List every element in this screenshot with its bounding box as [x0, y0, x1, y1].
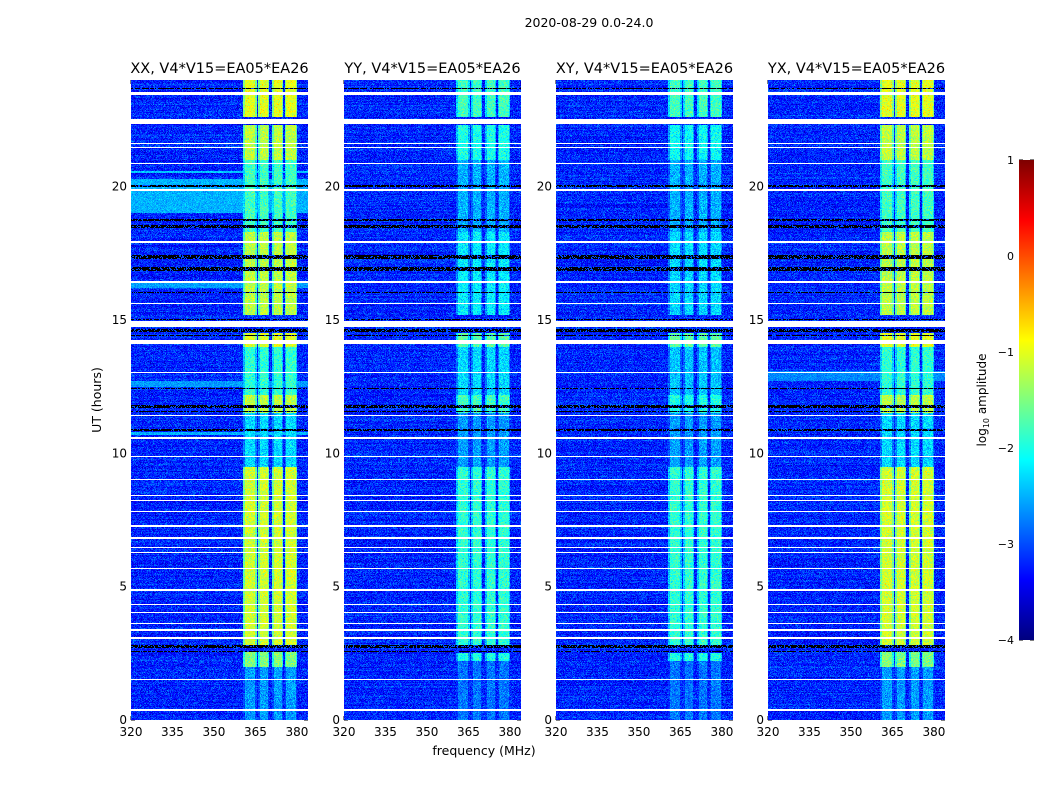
x-tick-label: 380 — [710, 725, 733, 739]
x-tick-label: 380 — [922, 725, 945, 739]
panel-title: XY, V4*V15=EA05*EA26 — [556, 61, 733, 77]
heatmap-panel-3 — [768, 80, 945, 720]
x-tick-label: 335 — [586, 725, 609, 739]
colorbar-tick-label: −3 — [998, 538, 1014, 551]
x-tick-label: 365 — [881, 725, 904, 739]
x-tick-label: 335 — [161, 725, 184, 739]
y-tick-label: 10 — [325, 446, 340, 460]
colorbar-label-part: 10 — [982, 418, 991, 428]
x-tick-label: 320 — [545, 725, 568, 739]
panel-title: XX, V4*V15=EA05*EA26 — [130, 61, 308, 77]
y-tick-label: 5 — [544, 580, 552, 594]
y-tick-label: 10 — [537, 446, 552, 460]
y-tick-label: 10 — [112, 446, 127, 460]
y-tick-label: 5 — [119, 580, 127, 594]
colorbar-label: log10 amplitude — [975, 354, 991, 447]
colorbar-tick-label: −4 — [998, 634, 1014, 647]
colorbar-tick-label: −1 — [998, 346, 1014, 359]
colorbar-tick-label: 1 — [1007, 154, 1014, 167]
x-tick-label: 320 — [120, 725, 143, 739]
x-axis-label: frequency (MHz) — [432, 743, 535, 758]
x-tick-label: 380 — [498, 725, 521, 739]
x-tick-label: 350 — [840, 725, 863, 739]
x-tick-label: 335 — [798, 725, 821, 739]
x-tick-label: 320 — [333, 725, 356, 739]
y-tick-label: 20 — [112, 180, 127, 194]
x-tick-label: 380 — [285, 725, 308, 739]
y-tick-label: 15 — [749, 313, 764, 327]
x-tick-label: 365 — [244, 725, 267, 739]
y-tick-label: 20 — [325, 180, 340, 194]
heatmap-panel-1 — [344, 80, 521, 720]
heatmap-panel-2 — [556, 80, 733, 720]
colorbar-label-part: amplitude — [975, 354, 989, 418]
y-tick-label: 15 — [112, 313, 127, 327]
x-tick-label: 365 — [457, 725, 480, 739]
colorbar — [1019, 160, 1034, 640]
colorbar-tick-label: −2 — [998, 442, 1014, 455]
x-tick-label: 350 — [416, 725, 439, 739]
y-tick-label: 20 — [749, 180, 764, 194]
panel-title: YY, V4*V15=EA05*EA26 — [343, 61, 520, 77]
y-axis-label: UT (hours) — [89, 367, 104, 433]
x-tick-label: 350 — [628, 725, 651, 739]
heatmap-panel-0 — [131, 80, 308, 720]
panel-title: YX, V4*V15=EA05*EA26 — [767, 61, 945, 77]
y-tick-label: 0 — [544, 713, 552, 727]
y-tick-label: 15 — [537, 313, 552, 327]
y-tick-label: 0 — [119, 713, 127, 727]
y-tick-label: 0 — [332, 713, 340, 727]
x-tick-label: 350 — [203, 725, 226, 739]
colorbar-label-part: log — [975, 428, 989, 446]
y-tick-label: 10 — [749, 446, 764, 460]
colorbar-tick-label: 0 — [1007, 250, 1014, 263]
y-tick-label: 5 — [332, 580, 340, 594]
x-tick-label: 320 — [757, 725, 780, 739]
chart-title: 2020-08-29 0.0-24.0 — [525, 15, 654, 30]
y-tick-label: 20 — [537, 180, 552, 194]
x-tick-label: 365 — [669, 725, 692, 739]
y-tick-label: 0 — [756, 713, 764, 727]
y-tick-label: 5 — [756, 580, 764, 594]
x-tick-label: 335 — [374, 725, 397, 739]
y-tick-label: 15 — [325, 313, 340, 327]
